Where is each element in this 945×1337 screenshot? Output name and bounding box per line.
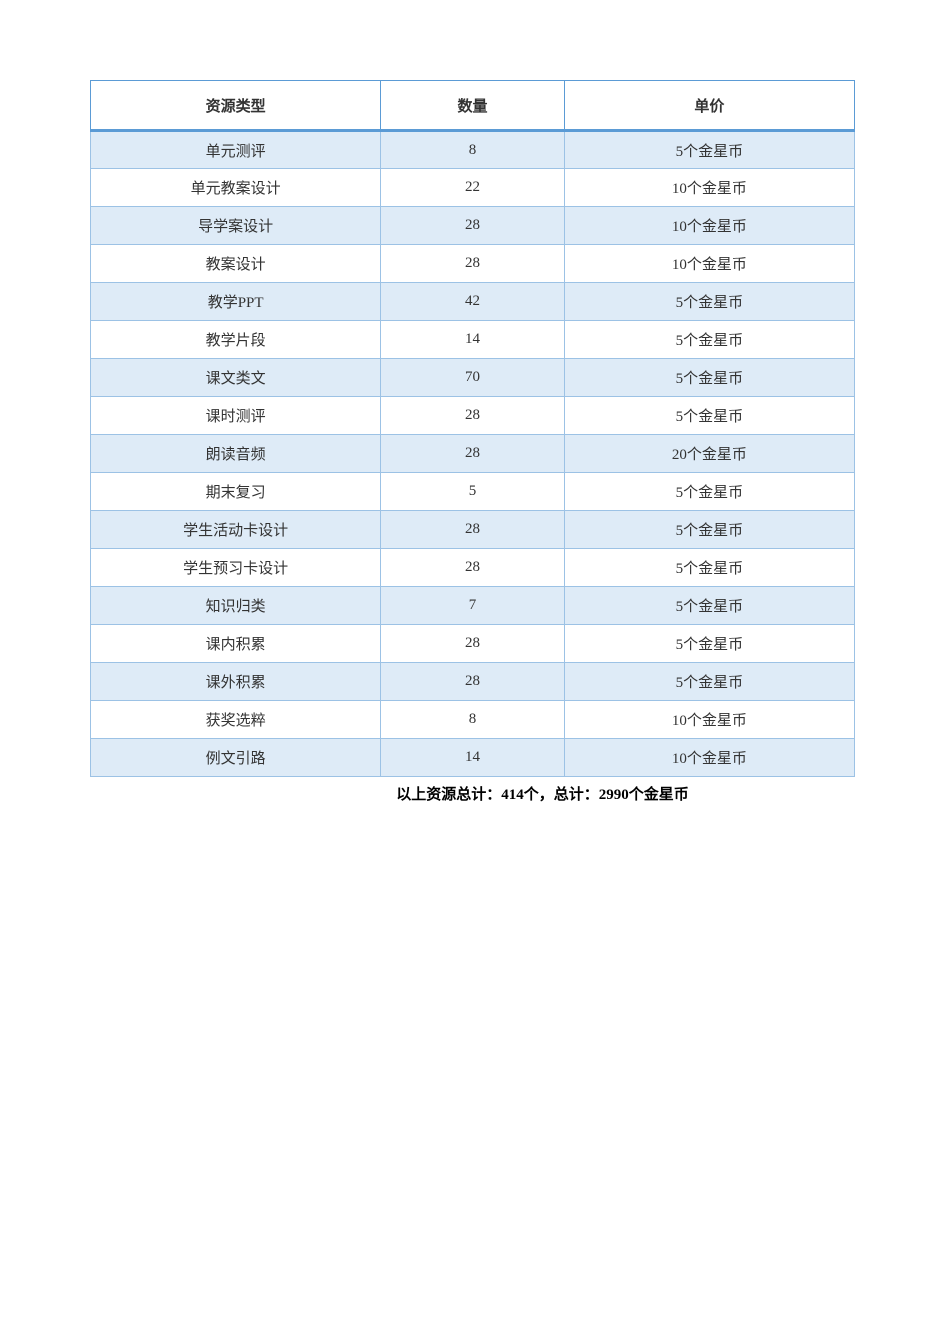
cell-qty: 70 xyxy=(381,359,564,397)
cell-qty: 14 xyxy=(381,739,564,777)
cell-price: 10个金星币 xyxy=(564,207,854,245)
cell-type: 期末复习 xyxy=(91,473,381,511)
table-row: 获奖选粹 8 10个金星币 xyxy=(91,701,855,739)
header-quantity: 数量 xyxy=(381,81,564,131)
cell-qty: 7 xyxy=(381,587,564,625)
table-row: 学生预习卡设计 28 5个金星币 xyxy=(91,549,855,587)
cell-type: 导学案设计 xyxy=(91,207,381,245)
cell-qty: 42 xyxy=(381,283,564,321)
cell-qty: 28 xyxy=(381,511,564,549)
cell-price: 5个金星币 xyxy=(564,359,854,397)
summary-text: 以上资源总计：414个，总计：2990个金星币 xyxy=(90,783,855,804)
table-row: 知识归类 7 5个金星币 xyxy=(91,587,855,625)
cell-type: 单元教案设计 xyxy=(91,169,381,207)
cell-type: 学生预习卡设计 xyxy=(91,549,381,587)
cell-type: 教学片段 xyxy=(91,321,381,359)
cell-qty: 8 xyxy=(381,131,564,169)
cell-qty: 5 xyxy=(381,473,564,511)
cell-price: 5个金星币 xyxy=(564,283,854,321)
table-row: 课时测评 28 5个金星币 xyxy=(91,397,855,435)
cell-type: 教案设计 xyxy=(91,245,381,283)
table-row: 课文类文 70 5个金星币 xyxy=(91,359,855,397)
cell-price: 10个金星币 xyxy=(564,169,854,207)
table-row: 教案设计 28 10个金星币 xyxy=(91,245,855,283)
cell-price: 5个金星币 xyxy=(564,549,854,587)
header-resource-type: 资源类型 xyxy=(91,81,381,131)
cell-qty: 28 xyxy=(381,397,564,435)
cell-price: 5个金星币 xyxy=(564,663,854,701)
table-row: 单元教案设计 22 10个金星币 xyxy=(91,169,855,207)
cell-type: 单元测评 xyxy=(91,131,381,169)
cell-price: 5个金星币 xyxy=(564,131,854,169)
cell-price: 10个金星币 xyxy=(564,245,854,283)
cell-qty: 28 xyxy=(381,207,564,245)
table-row: 教学PPT 42 5个金星币 xyxy=(91,283,855,321)
cell-type: 知识归类 xyxy=(91,587,381,625)
cell-type: 课文类文 xyxy=(91,359,381,397)
table-body: 单元测评 8 5个金星币 单元教案设计 22 10个金星币 导学案设计 28 1… xyxy=(91,131,855,777)
cell-type: 获奖选粹 xyxy=(91,701,381,739)
resource-table: 资源类型 数量 单价 单元测评 8 5个金星币 单元教案设计 22 10个金星币… xyxy=(90,80,855,777)
table-header: 资源类型 数量 单价 xyxy=(91,81,855,131)
cell-qty: 14 xyxy=(381,321,564,359)
resource-table-container: 资源类型 数量 单价 单元测评 8 5个金星币 单元教案设计 22 10个金星币… xyxy=(90,80,855,804)
cell-qty: 22 xyxy=(381,169,564,207)
cell-price: 5个金星币 xyxy=(564,625,854,663)
table-row: 教学片段 14 5个金星币 xyxy=(91,321,855,359)
cell-price: 5个金星币 xyxy=(564,321,854,359)
table-row: 导学案设计 28 10个金星币 xyxy=(91,207,855,245)
table-row: 学生活动卡设计 28 5个金星币 xyxy=(91,511,855,549)
cell-type: 课时测评 xyxy=(91,397,381,435)
cell-type: 课内积累 xyxy=(91,625,381,663)
cell-qty: 28 xyxy=(381,435,564,473)
cell-price: 5个金星币 xyxy=(564,587,854,625)
cell-price: 5个金星币 xyxy=(564,473,854,511)
header-unit-price: 单价 xyxy=(564,81,854,131)
cell-price: 5个金星币 xyxy=(564,397,854,435)
header-row: 资源类型 数量 单价 xyxy=(91,81,855,131)
table-row: 课外积累 28 5个金星币 xyxy=(91,663,855,701)
table-row: 期末复习 5 5个金星币 xyxy=(91,473,855,511)
cell-type: 教学PPT xyxy=(91,283,381,321)
cell-type: 例文引路 xyxy=(91,739,381,777)
cell-type: 学生活动卡设计 xyxy=(91,511,381,549)
cell-qty: 8 xyxy=(381,701,564,739)
cell-qty: 28 xyxy=(381,549,564,587)
cell-qty: 28 xyxy=(381,663,564,701)
cell-price: 5个金星币 xyxy=(564,511,854,549)
table-row: 单元测评 8 5个金星币 xyxy=(91,131,855,169)
cell-qty: 28 xyxy=(381,625,564,663)
table-row: 课内积累 28 5个金星币 xyxy=(91,625,855,663)
cell-price: 10个金星币 xyxy=(564,701,854,739)
cell-price: 20个金星币 xyxy=(564,435,854,473)
cell-type: 课外积累 xyxy=(91,663,381,701)
cell-price: 10个金星币 xyxy=(564,739,854,777)
cell-type: 朗读音频 xyxy=(91,435,381,473)
cell-qty: 28 xyxy=(381,245,564,283)
table-row: 朗读音频 28 20个金星币 xyxy=(91,435,855,473)
table-row: 例文引路 14 10个金星币 xyxy=(91,739,855,777)
